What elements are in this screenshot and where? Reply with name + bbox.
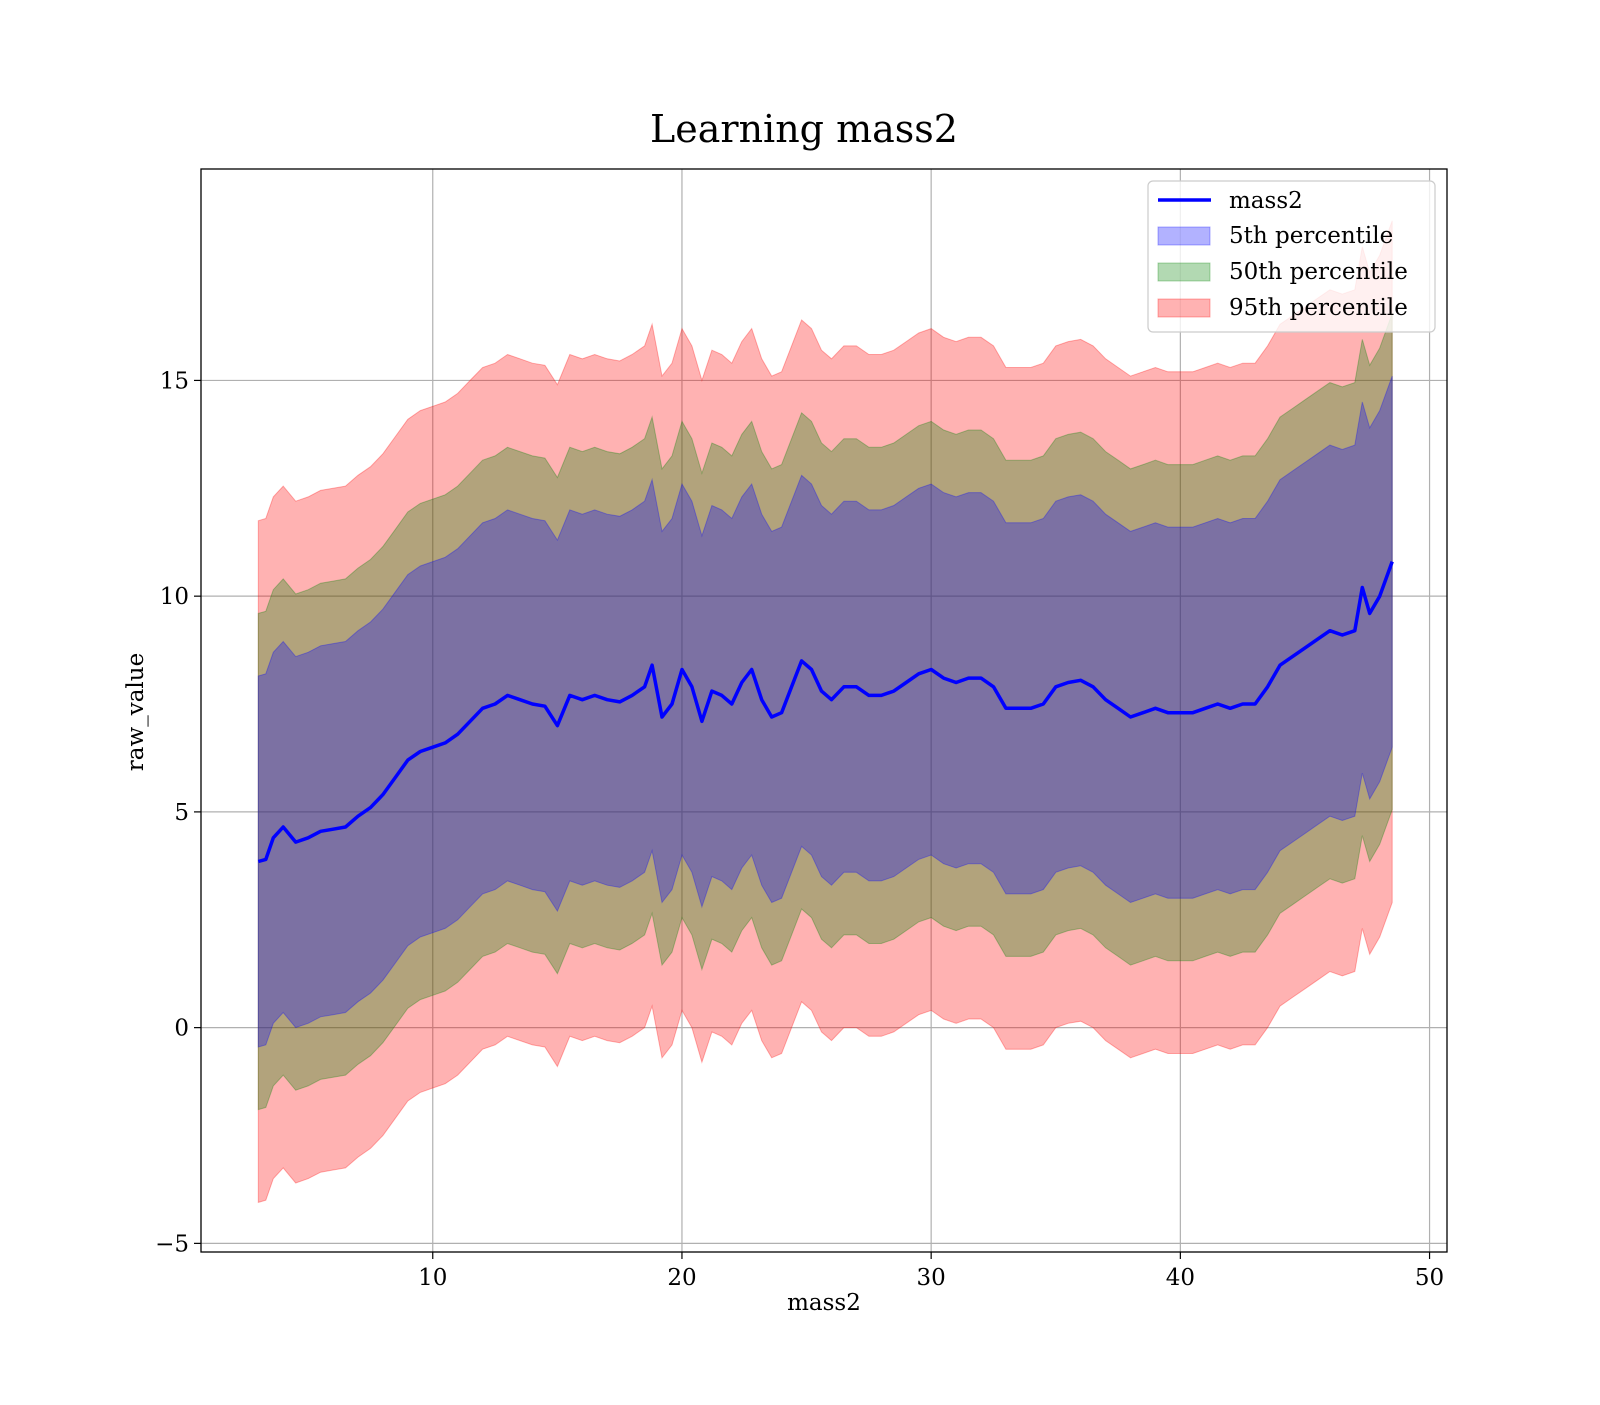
x-axis-ticks: 10 20 30 40 50 (418, 1252, 1444, 1291)
legend-label-95th: 95th percentile (1229, 295, 1408, 321)
y-axis-ticks: −5 0 5 10 15 (155, 368, 201, 1257)
legend-label-mass2: mass2 (1229, 188, 1303, 214)
y-tick-label: 0 (174, 1016, 189, 1042)
grid-lines (201, 169, 1447, 1252)
band-50th-percentile (257, 313, 1393, 1111)
series-lines (257, 561, 1394, 864)
legend-label-50th: 50th percentile (1229, 259, 1408, 285)
band-95th-percentile (257, 220, 1393, 1204)
legend-frame (1147, 180, 1436, 333)
percentile-bands (257, 220, 1393, 1204)
plot-frame (200, 168, 1448, 1253)
legend-swatch-50th (1157, 262, 1211, 282)
y-tick-label: 15 (160, 368, 189, 394)
y-tick-label: 10 (160, 584, 189, 610)
legend-label-5th: 5th percentile (1229, 223, 1393, 249)
legend-swatch-5th (1157, 226, 1211, 246)
x-axis-label: mass2 (787, 1290, 861, 1316)
legend-swatch-95th (1157, 298, 1211, 318)
series-line-mass2 (257, 561, 1394, 864)
chart-title: Learning mass2 (650, 107, 958, 151)
x-tick-label: 20 (667, 1265, 696, 1291)
legend: mass2 5th percentile 50th percentile 95t… (1147, 180, 1436, 333)
y-tick-label: 5 (174, 800, 189, 826)
x-tick-label: 10 (418, 1265, 447, 1291)
y-axis-label: raw_value (123, 653, 149, 771)
y-tick-label: −5 (155, 1231, 189, 1257)
x-tick-label: 40 (1166, 1265, 1195, 1291)
x-tick-label: 30 (917, 1265, 946, 1291)
x-tick-label: 50 (1415, 1265, 1444, 1291)
band-5th-percentile (257, 375, 1393, 1048)
